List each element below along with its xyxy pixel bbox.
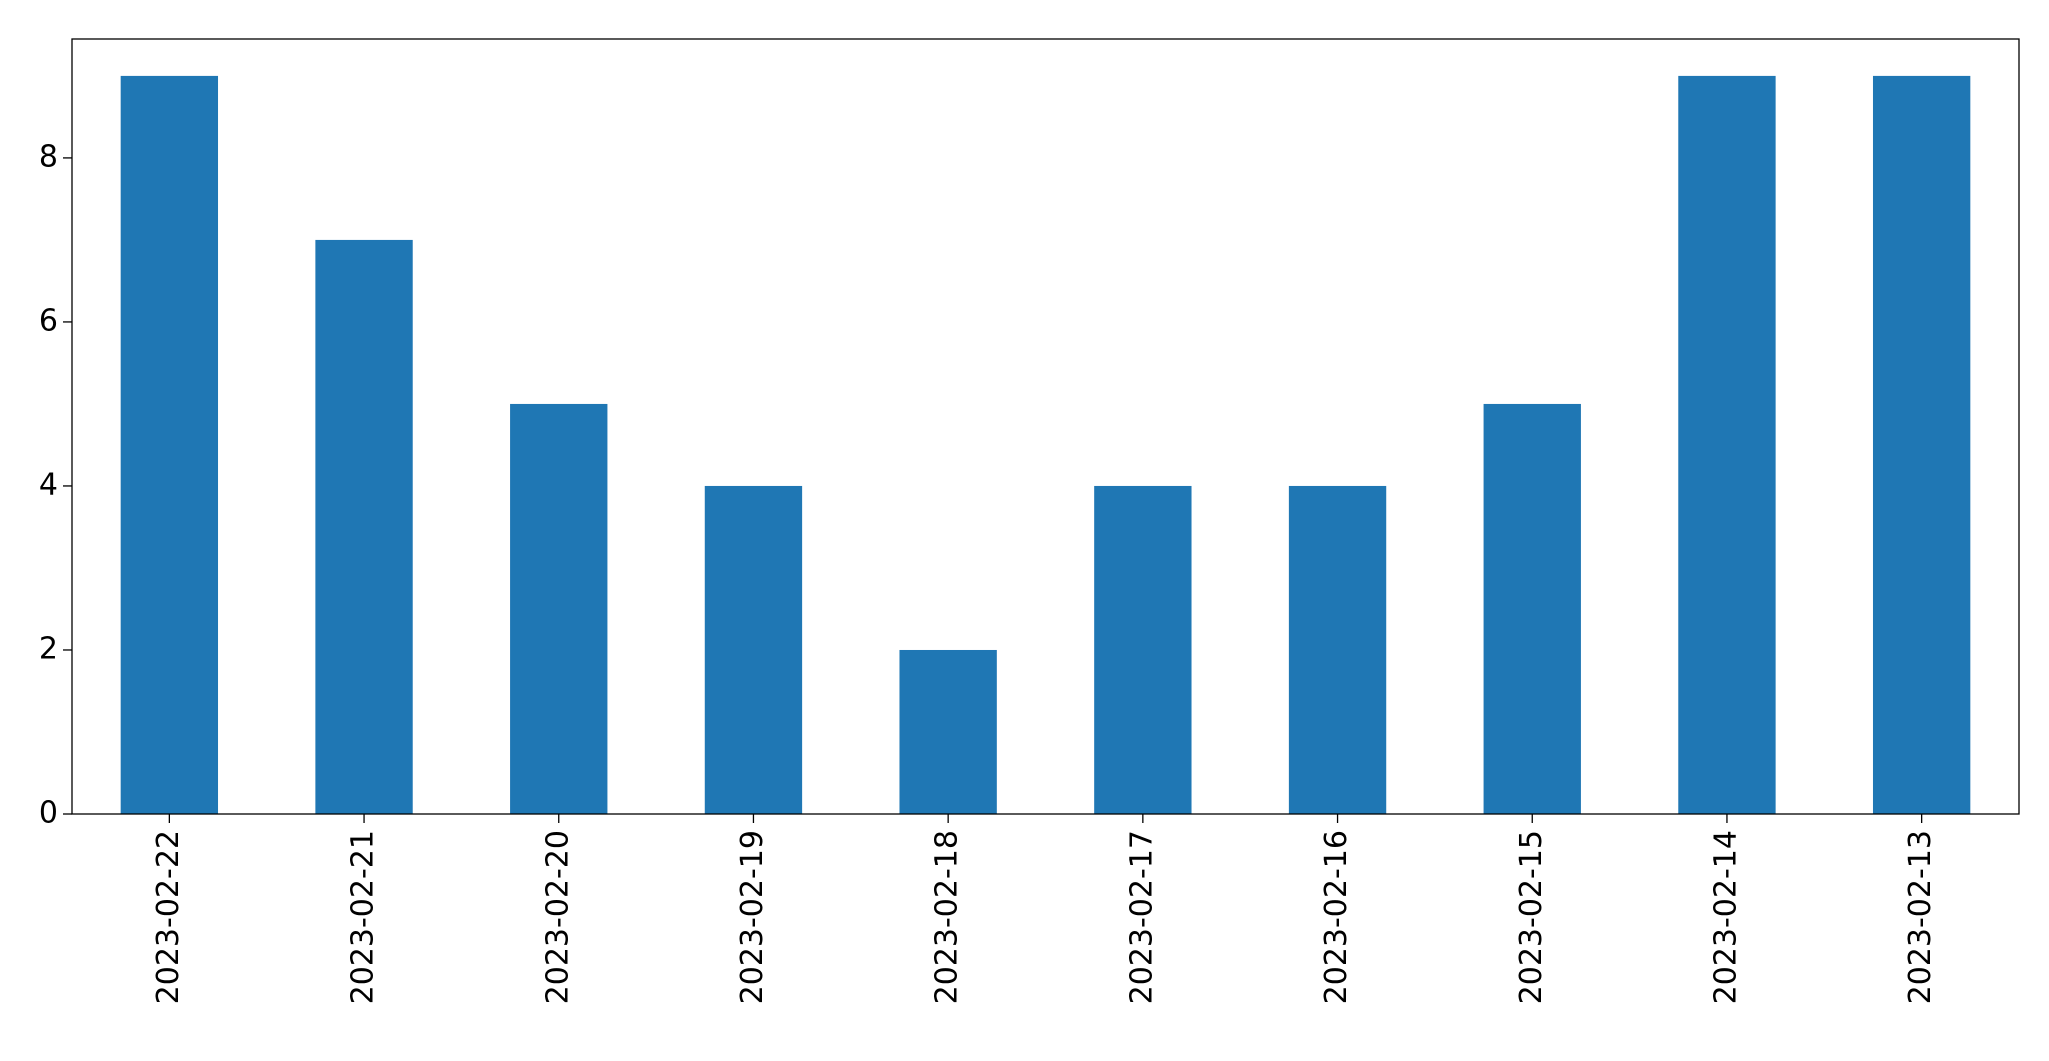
y-tick-label: 6 — [39, 303, 58, 338]
x-tick-label: 2023-02-14 — [1708, 830, 1743, 1004]
x-tick-label: 2023-02-19 — [735, 830, 770, 1004]
x-tick-label: 2023-02-13 — [1903, 830, 1938, 1004]
bar — [899, 649, 997, 814]
x-tick-label: 2023-02-22 — [151, 830, 186, 1004]
y-tick-label: 0 — [39, 796, 58, 831]
y-tick-label: 8 — [39, 139, 58, 174]
x-tick-label: 2023-02-21 — [346, 830, 381, 1004]
y-tick-label: 4 — [39, 467, 58, 502]
plot-frame — [71, 38, 2020, 815]
x-tick-label: 2023-02-15 — [1514, 830, 1549, 1004]
x-tick-label: 2023-02-18 — [930, 830, 965, 1004]
y-tick-label: 2 — [39, 631, 58, 666]
bar — [1288, 485, 1387, 814]
bar — [1483, 403, 1581, 814]
bar — [315, 239, 413, 815]
bar — [510, 403, 608, 814]
bar — [704, 485, 803, 814]
bar — [1678, 75, 1776, 814]
bar — [120, 75, 219, 814]
x-tick-label: 2023-02-16 — [1319, 830, 1354, 1004]
x-tick-label: 2023-02-17 — [1124, 830, 1159, 1004]
x-tick-label: 2023-02-20 — [540, 830, 575, 1004]
bar — [1872, 75, 1971, 814]
bar — [1094, 485, 1192, 814]
